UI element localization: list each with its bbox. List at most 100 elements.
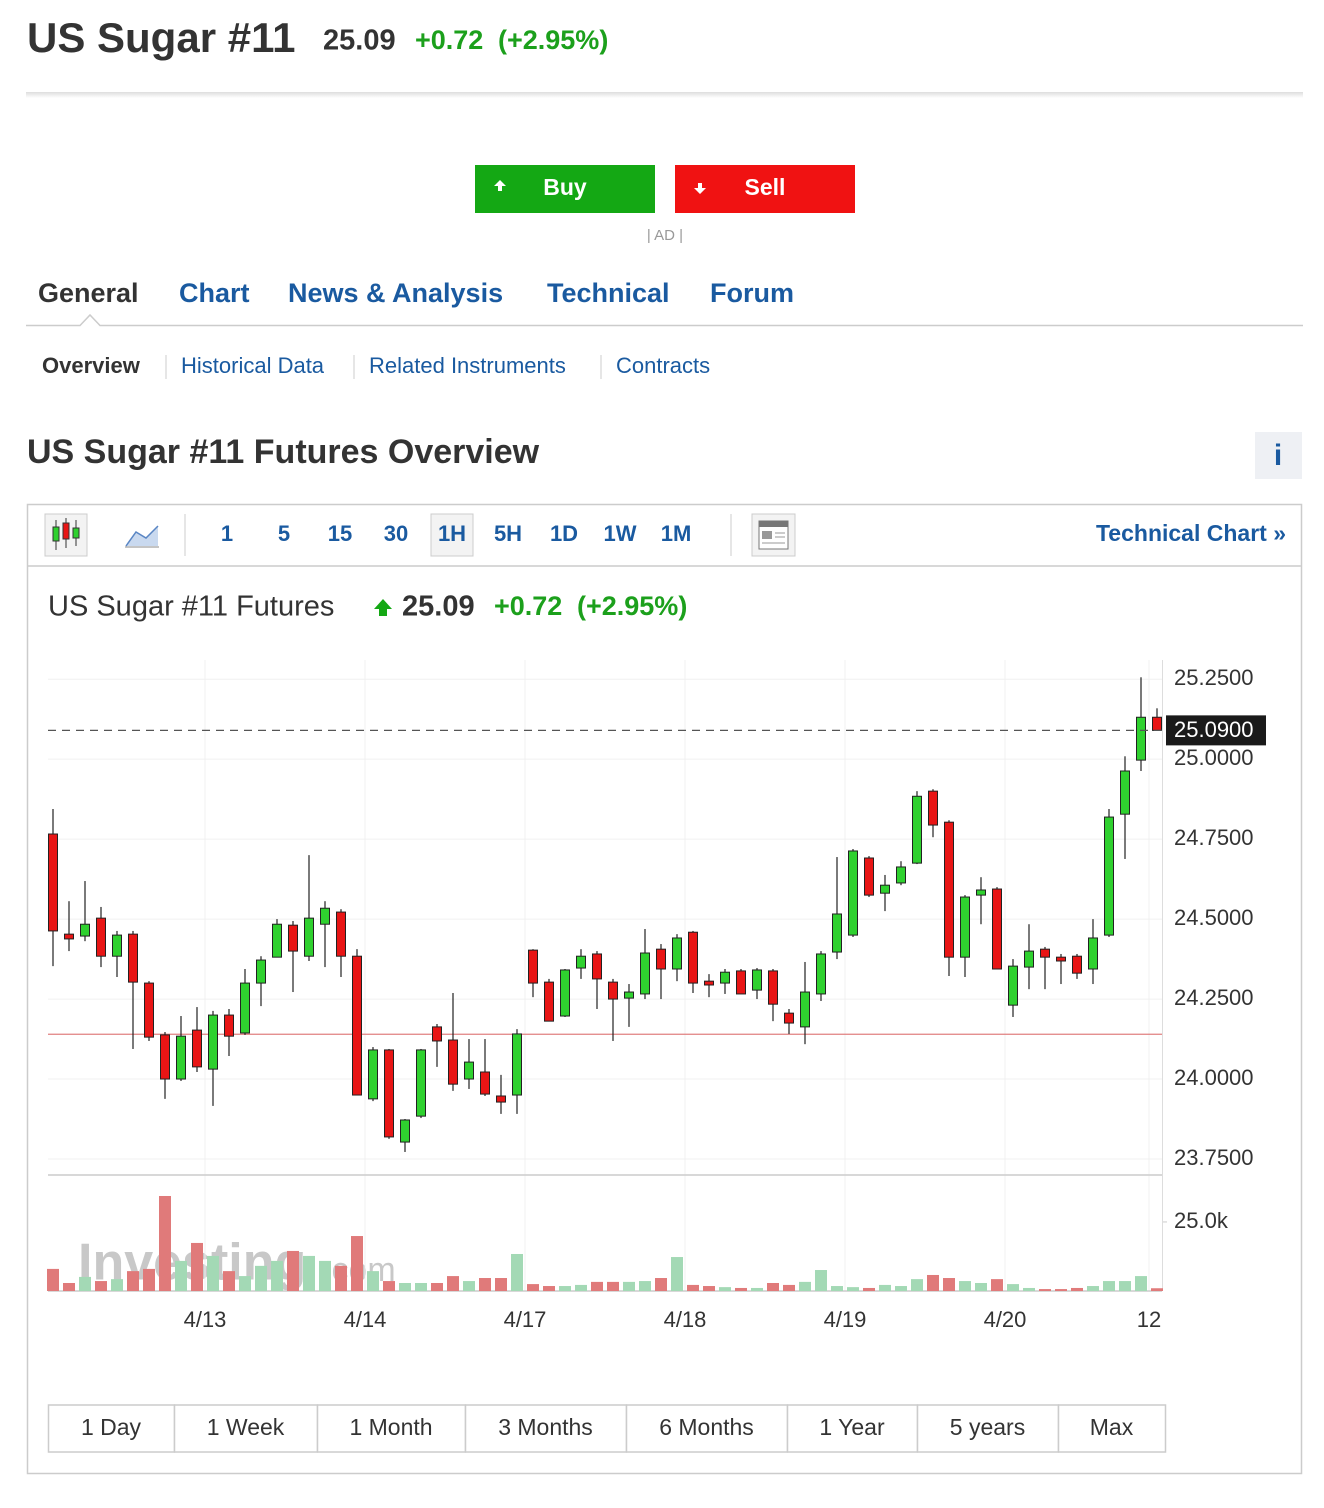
volume-bar — [367, 1271, 379, 1291]
candle-body — [752, 969, 762, 991]
range-button[interactable] — [625, 1404, 789, 1453]
interval-button[interactable]: 1M — [661, 521, 692, 546]
volume-bar — [383, 1281, 395, 1291]
volume-bar — [495, 1278, 507, 1291]
sub-tab[interactable]: Related Instruments — [369, 353, 566, 378]
volume-bar — [79, 1276, 91, 1291]
candle-body — [176, 1035, 186, 1080]
interval-button[interactable]: 1D — [550, 521, 578, 546]
range-label[interactable]: 6 Months — [659, 1414, 754, 1440]
sell-label[interactable]: Sell — [745, 174, 786, 200]
range-button[interactable] — [1057, 1404, 1167, 1453]
x-tick-label: 4/13 — [184, 1307, 227, 1332]
range-button[interactable] — [786, 1404, 919, 1453]
range-button[interactable] — [47, 1404, 176, 1453]
candle-body — [1024, 950, 1034, 968]
info-icon[interactable]: i — [1274, 439, 1282, 472]
volume-bar — [1023, 1287, 1035, 1291]
range-label[interactable]: 3 Months — [498, 1414, 593, 1440]
sub-tab[interactable]: Contracts — [616, 353, 710, 378]
interval-button[interactable]: 5 — [278, 521, 290, 546]
volume-bar — [463, 1281, 475, 1291]
range-label[interactable]: 1 Month — [349, 1414, 432, 1440]
candle-body — [432, 1026, 442, 1042]
volume-bar — [255, 1265, 267, 1291]
candle-body — [1136, 716, 1146, 761]
candle-body — [368, 1049, 378, 1100]
candle-body — [1120, 770, 1130, 815]
candle-body — [832, 913, 842, 953]
tabs-underline — [26, 313, 1303, 327]
candle-body — [1152, 716, 1162, 731]
technical-chart-link[interactable]: Technical Chart » — [1096, 520, 1286, 546]
x-tick-label: 4/19 — [824, 1307, 867, 1332]
nav-tab[interactable]: General — [38, 278, 139, 308]
volume-bar — [863, 1287, 875, 1291]
range-button[interactable] — [316, 1404, 467, 1453]
nav-tab[interactable]: Chart — [179, 278, 250, 308]
candle-body — [592, 953, 602, 980]
candle-body — [624, 991, 634, 999]
candle-body — [80, 923, 90, 937]
range-button[interactable] — [464, 1404, 628, 1453]
nav-tab[interactable]: Forum — [710, 278, 794, 308]
header-shadow — [26, 92, 1303, 98]
volume-bar — [927, 1274, 939, 1291]
candle-body — [1040, 948, 1050, 958]
chart-change: +0.72 — [494, 591, 562, 621]
header-change: +0.72 — [415, 25, 483, 55]
chart-price: 25.09 — [402, 591, 475, 623]
volume-bar — [287, 1250, 299, 1291]
interval-button[interactable]: 1H — [438, 521, 466, 546]
candle-body — [160, 1034, 170, 1080]
volume-bar — [95, 1281, 107, 1291]
y-tick-label: 24.0000 — [1174, 1065, 1254, 1090]
area-type-button[interactable] — [125, 525, 159, 548]
candle-body — [256, 959, 266, 984]
candle-body — [800, 991, 810, 1028]
range-label[interactable]: 1 Year — [819, 1414, 885, 1440]
range-label[interactable]: Max — [1090, 1414, 1134, 1440]
buy-button[interactable] — [475, 165, 655, 213]
buy-label[interactable]: Buy — [543, 174, 587, 200]
interval-button[interactable]: 15 — [328, 521, 352, 546]
interval-button[interactable]: 1W — [604, 521, 637, 546]
interval-button[interactable]: 5H — [494, 521, 522, 546]
candle-body — [224, 1014, 234, 1037]
volume-bar — [895, 1286, 907, 1291]
layout-button[interactable] — [751, 513, 796, 557]
info-button[interactable] — [1255, 432, 1302, 479]
volume-bar — [431, 1282, 443, 1291]
volume-bar — [783, 1284, 795, 1291]
up-arrow — [374, 599, 392, 616]
range-label[interactable]: 1 Day — [81, 1414, 142, 1440]
sub-tab[interactable]: Historical Data — [181, 353, 325, 378]
last-price-label: 25.0900 — [1174, 717, 1254, 742]
volume-bar — [127, 1271, 139, 1291]
range-label[interactable]: 1 Week — [207, 1414, 285, 1440]
interval-button[interactable]: 1 — [221, 521, 233, 546]
candle-body — [944, 821, 954, 958]
candle-body — [640, 952, 650, 995]
buy-icon — [493, 180, 507, 191]
candle-body — [608, 981, 618, 1000]
volume-bar — [799, 1281, 811, 1291]
candle-body — [656, 948, 666, 970]
interval-button[interactable]: 30 — [384, 521, 408, 546]
candle-body — [1088, 937, 1098, 970]
candle-body — [128, 933, 138, 983]
volume-bar — [271, 1260, 283, 1291]
volume-bar — [607, 1281, 619, 1291]
sub-tab[interactable]: Overview — [42, 353, 141, 378]
range-label[interactable]: 5 years — [950, 1414, 1025, 1440]
volume-bar — [815, 1270, 827, 1291]
volume-bar — [1135, 1276, 1147, 1291]
x-tick-label: 4/18 — [664, 1307, 707, 1332]
candle-body — [960, 896, 970, 958]
nav-tab[interactable]: News & Analysis — [288, 278, 503, 308]
volume-bar — [1071, 1287, 1083, 1291]
volume-bar — [159, 1195, 171, 1291]
volume-bar — [623, 1281, 635, 1291]
nav-tab[interactable]: Technical — [547, 278, 670, 308]
